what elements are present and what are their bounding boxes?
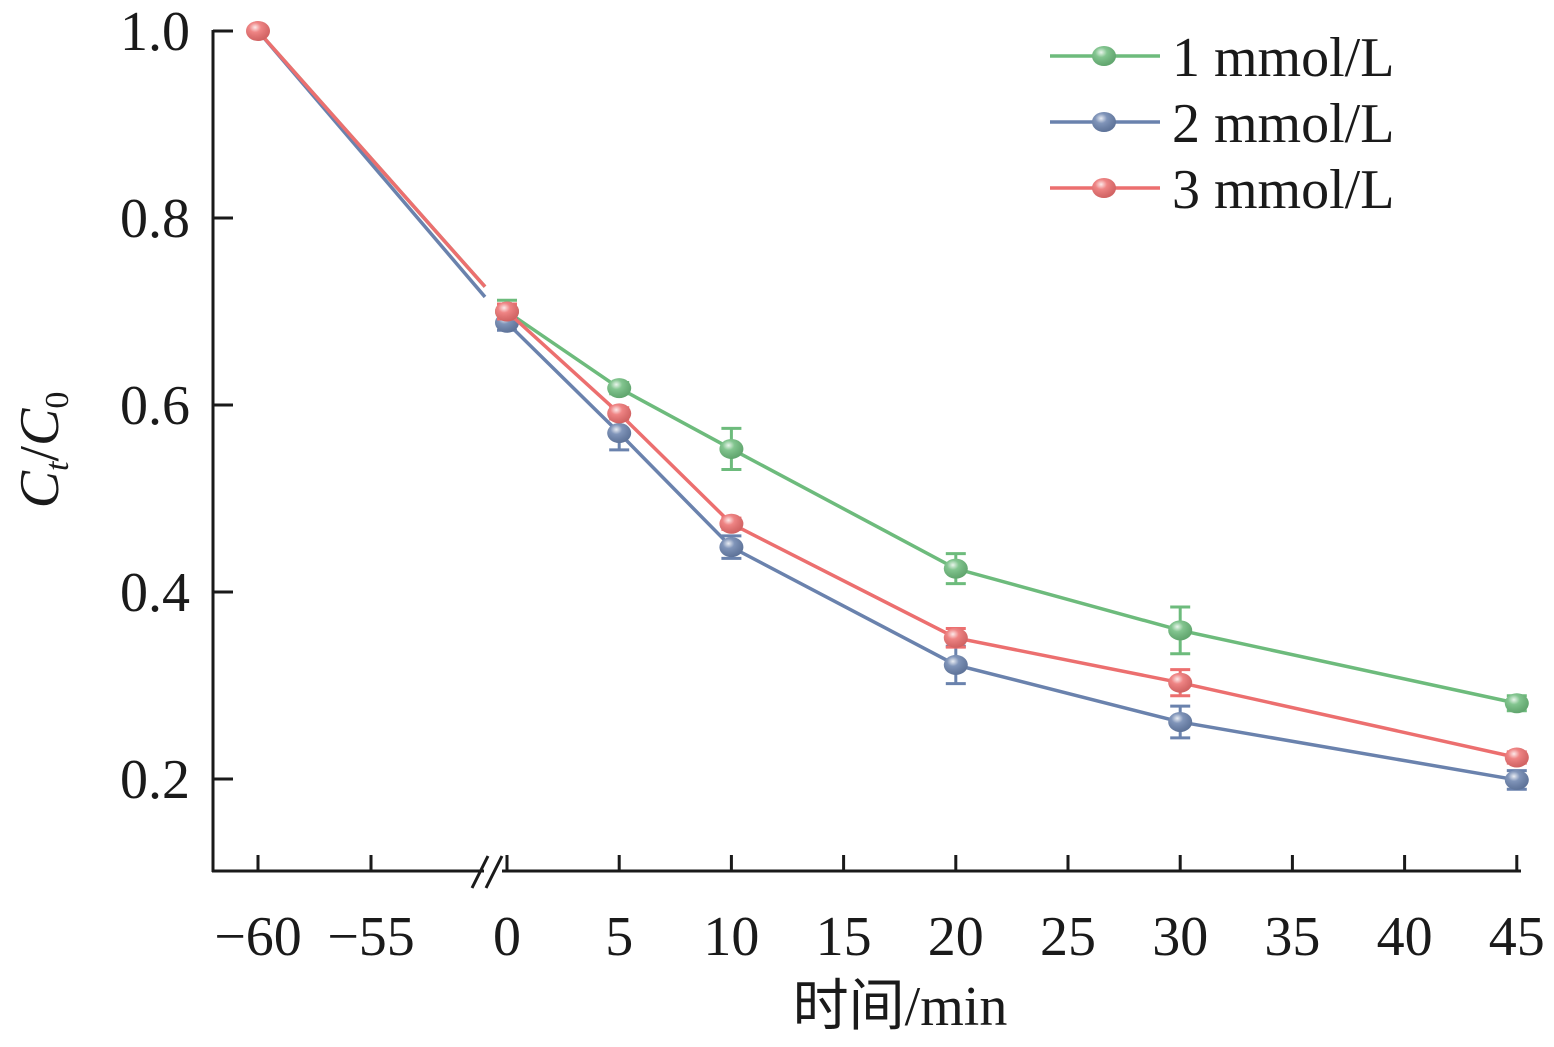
y-tick-label: 1.0 xyxy=(120,1,190,63)
x-tick-label: 35 xyxy=(1264,906,1320,968)
y-axis-title-c2: C xyxy=(9,408,71,446)
data-point-shine xyxy=(1168,711,1193,732)
series-line xyxy=(506,310,1518,705)
legend-label: 2 mmol/L xyxy=(1172,93,1394,155)
y-axis-title-sep: / xyxy=(9,446,71,462)
x-tick-label: 0 xyxy=(493,906,521,968)
y-tick-label: 0.2 xyxy=(120,749,190,811)
legend-item: 1 mmol/L xyxy=(1050,27,1394,89)
x-tick-label: −55 xyxy=(327,906,415,968)
series-line-segment xyxy=(256,29,487,288)
x-tick-label: 40 xyxy=(1377,906,1433,968)
x-ticks: −60 −55 0 5 10 15 20 25 30 35 40 45 xyxy=(214,855,1545,968)
svg-text:Ct/C0: Ct/C0 xyxy=(9,392,76,509)
series-line xyxy=(505,310,1518,760)
legend-marker-shine xyxy=(1092,178,1116,198)
y-axis-title-sub-t: t xyxy=(39,460,76,471)
y-ticks: 0.2 0.4 0.6 0.8 1.0 xyxy=(120,1,233,811)
y-tick-label: 0.4 xyxy=(120,562,190,624)
data-point-shine xyxy=(495,301,519,322)
data-point-shine xyxy=(1168,620,1193,641)
x-tick-label: 30 xyxy=(1152,906,1208,968)
data-point-shine xyxy=(607,403,632,424)
y-axis-title-sub-0: 0 xyxy=(39,392,76,409)
data-point-shine xyxy=(1168,672,1193,693)
legend-label: 3 mmol/L xyxy=(1172,159,1394,221)
data-point-shine xyxy=(943,654,968,675)
x-tick-label: 5 xyxy=(605,906,633,968)
x-tick-label: 25 xyxy=(1040,906,1096,968)
legend-item: 2 mmol/L xyxy=(1050,93,1394,155)
legend-label: 1 mmol/L xyxy=(1172,27,1394,89)
y-tick-label: 0.6 xyxy=(120,375,190,437)
data-point-shine xyxy=(943,627,968,648)
data-point-shine xyxy=(246,21,270,41)
series-3 xyxy=(246,21,1529,768)
legend-marker-shine xyxy=(1092,112,1116,132)
x-tick-label: 20 xyxy=(928,906,984,968)
data-point-shine xyxy=(1504,693,1529,714)
data-point-shine xyxy=(1504,769,1529,790)
x-tick-label: 45 xyxy=(1489,906,1545,968)
y-axis-title: Ct/C0 xyxy=(9,392,76,509)
data-point-shine xyxy=(719,438,744,459)
data-point-shine xyxy=(719,537,744,558)
series-line xyxy=(505,321,1518,782)
data-point-shine xyxy=(607,378,632,399)
legend-marker-shine xyxy=(1092,46,1116,66)
data-point-shine xyxy=(943,558,968,579)
legend-item: 3 mmol/L xyxy=(1050,159,1394,221)
y-tick-label: 0.8 xyxy=(120,188,190,250)
data-point-shine xyxy=(719,513,744,534)
data-point-shine xyxy=(607,423,632,444)
data-point-shine xyxy=(1504,747,1529,768)
x-axis-title: 时间/min xyxy=(793,976,1008,1038)
legend: 1 mmol/L2 mmol/L3 mmol/L xyxy=(1050,27,1394,221)
series-layer xyxy=(246,21,1529,791)
x-tick-label: 15 xyxy=(816,906,872,968)
axis-break-marker xyxy=(470,855,504,889)
y-axis-title-c1: C xyxy=(9,470,71,508)
x-tick-label: 10 xyxy=(703,906,759,968)
x-tick-label: −60 xyxy=(214,906,302,968)
